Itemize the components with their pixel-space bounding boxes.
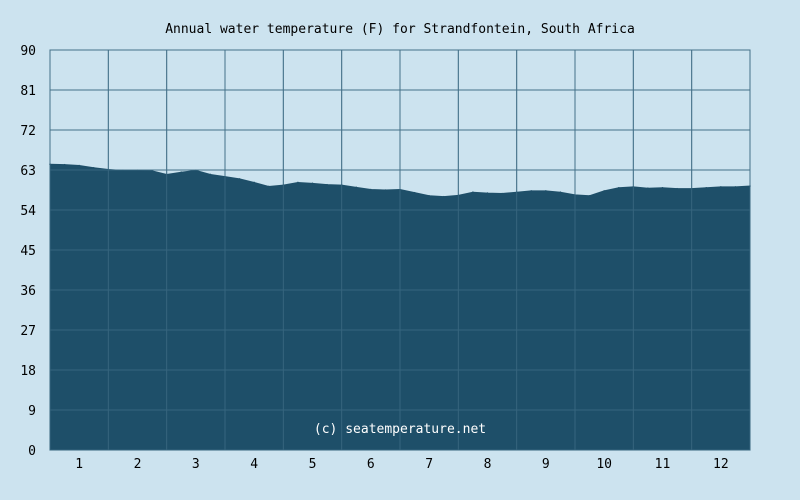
- data-point: [92, 166, 95, 169]
- data-point: [472, 191, 474, 194]
- y-tick-label: 0: [28, 444, 36, 459]
- y-tick-label: 18: [20, 364, 36, 379]
- x-tick-label: 10: [596, 457, 612, 472]
- data-point: [370, 188, 372, 191]
- data-point: [647, 187, 649, 190]
- data-point: [559, 191, 562, 194]
- y-tick-label: 36: [20, 284, 36, 299]
- x-tick-label: 6: [367, 457, 375, 472]
- data-point: [238, 178, 241, 180]
- data-point: [413, 191, 416, 194]
- data-point: [720, 186, 722, 188]
- x-tick-label: 3: [192, 457, 200, 472]
- data-point: [355, 186, 358, 189]
- x-tick-label: 4: [250, 457, 258, 472]
- x-tick-label: 1: [75, 457, 83, 472]
- y-tick-label: 54: [20, 204, 36, 219]
- grid-overlay: [49, 49, 751, 451]
- data-point: [442, 195, 445, 198]
- data-point: [63, 163, 66, 166]
- y-tick-label: 63: [20, 164, 36, 179]
- y-tick-label: 45: [20, 244, 36, 259]
- x-tick-label: 12: [713, 457, 729, 472]
- credit-annotation: (c) seatemperature.net: [314, 422, 486, 437]
- data-point: [530, 190, 533, 192]
- x-tick-label: 5: [309, 457, 317, 472]
- y-tick-label: 27: [20, 324, 36, 339]
- x-tick-label: 2: [134, 457, 142, 472]
- y-tick-label: 90: [20, 44, 36, 59]
- data-point: [209, 173, 212, 176]
- y-tick-label: 72: [20, 124, 36, 139]
- x-tick-label: 7: [425, 457, 433, 472]
- y-tick-label: 9: [28, 404, 36, 419]
- data-point: [501, 192, 503, 195]
- data-point: [603, 190, 605, 192]
- data-point: [428, 194, 430, 197]
- data-point: [384, 189, 387, 191]
- data-point: [545, 190, 547, 192]
- data-point: [180, 171, 183, 174]
- data-point: [326, 183, 328, 186]
- data-point: [311, 182, 314, 185]
- x-tick-label: 9: [542, 457, 550, 472]
- data-point: [705, 186, 708, 189]
- data-point: [297, 181, 299, 184]
- data-point: [253, 181, 255, 184]
- data-point: [676, 187, 678, 190]
- data-point: [486, 192, 489, 194]
- data-point: [267, 185, 270, 188]
- y-tick-label: 81: [20, 84, 36, 99]
- data-point: [734, 186, 737, 188]
- data-point: [617, 186, 620, 189]
- x-tick-label: 8: [484, 457, 492, 472]
- data-point: [588, 194, 591, 197]
- data-point: [78, 164, 80, 167]
- data-point: [661, 186, 664, 189]
- x-tick-label: 11: [655, 457, 671, 472]
- chart-title: Annual water temperature (F) for Strandf…: [165, 22, 635, 37]
